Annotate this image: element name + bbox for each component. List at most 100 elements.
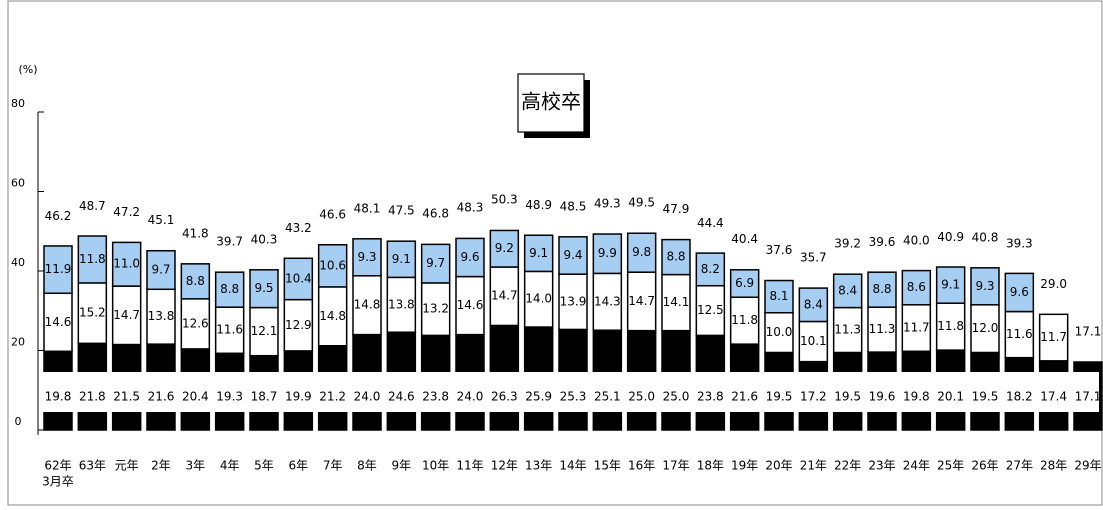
x-tick-label: 27年 (1006, 459, 1033, 473)
total-label: 37.6 (766, 243, 793, 257)
bar-segment (626, 232, 657, 273)
y-tick-label: 60 (11, 177, 25, 190)
y-tick-label: 80 (11, 97, 25, 110)
total-label: 44.4 (697, 216, 724, 230)
segment-label: 12.6 (182, 316, 209, 330)
segment-label: 20.4 (182, 390, 209, 404)
total-label: 48.3 (457, 201, 484, 215)
x-tick-label: 3年 (186, 459, 206, 473)
segment-label: 9.1 (941, 278, 960, 292)
bar-segment (43, 245, 73, 295)
x-tick-label: 18年 (697, 459, 724, 473)
segment-label: 21.5 (113, 390, 140, 404)
segment-label: 24.0 (354, 390, 381, 404)
total-label: 29.0 (1040, 277, 1067, 291)
total-label: 47.2 (113, 205, 140, 219)
segment-label: 21.6 (731, 390, 758, 404)
bar-segment (317, 244, 348, 288)
segment-label: 12.0 (972, 321, 999, 335)
bar-segment (867, 306, 897, 353)
x-tick-label: 11年 (456, 459, 483, 473)
bar-segment (935, 302, 966, 351)
segment-label: 9.7 (151, 263, 170, 277)
segment-label: 13.9 (560, 294, 587, 308)
total-label: 39.2 (834, 237, 861, 251)
segment-label: 9.3 (975, 279, 994, 293)
x-tick-label: 10年 (422, 459, 449, 473)
segment-label: 25.0 (663, 390, 690, 404)
bar-segment (420, 282, 451, 337)
x-label-note: 3月卒 (42, 475, 74, 489)
segment-label: 9.9 (598, 246, 617, 260)
x-tick-label: 29年 (1074, 459, 1101, 473)
segment-label: 20.1 (937, 390, 964, 404)
segment-label: 26.3 (491, 390, 518, 404)
segment-label: 8.8 (220, 282, 239, 296)
bar-segment (729, 296, 760, 345)
x-tick-label: 62年 (44, 459, 71, 473)
total-label: 35.7 (800, 251, 827, 265)
segment-label: 18.2 (1006, 390, 1033, 404)
segment-label: 10.1 (800, 334, 827, 348)
segment-label: 25.0 (628, 390, 655, 404)
segment-label: 25.9 (525, 390, 552, 404)
total-label: 17.1 (1075, 325, 1102, 339)
x-tick-label: 24年 (903, 459, 930, 473)
x-tick-label: 28年 (1040, 459, 1067, 473)
segment-label: 14.8 (354, 298, 381, 312)
total-label: 50.3 (491, 193, 518, 207)
bar-segment (764, 311, 794, 354)
bar-segment (214, 271, 245, 308)
segment-label: 8.6 (907, 280, 926, 294)
segment-label: 9.6 (1010, 285, 1029, 299)
x-tick-label: 15年 (594, 459, 621, 473)
bar-segment (832, 273, 863, 309)
bar-segment (558, 273, 588, 331)
segment-label: 25.3 (560, 390, 587, 404)
segment-label: 21.8 (79, 390, 106, 404)
x-tick-label: 25年 (937, 459, 964, 473)
bar-segment (592, 272, 623, 331)
total-label: 39.6 (869, 235, 896, 249)
x-tick-label: 4年 (220, 459, 240, 473)
segment-label: 19.3 (216, 390, 243, 404)
total-label: 46.8 (422, 206, 449, 220)
x-tick-label: 12年 (491, 459, 518, 473)
bar-segment (386, 276, 417, 333)
segment-label: 11.6 (216, 323, 243, 337)
total-label: 48.7 (79, 199, 106, 213)
segment-label: 19.8 (903, 390, 930, 404)
segment-label: 10.6 (319, 258, 346, 272)
segment-label: 11.8 (937, 319, 964, 333)
segment-label: 11.9 (45, 262, 72, 276)
segment-label: 25.1 (594, 390, 621, 404)
bar-segment (970, 304, 1000, 354)
bar-segment (558, 236, 588, 275)
bar-segment (420, 243, 451, 284)
total-label: 39.3 (1006, 236, 1033, 250)
x-tick-label: 14年 (559, 459, 586, 473)
total-label: 48.1 (354, 201, 381, 215)
segment-label: 14.7 (628, 294, 655, 308)
total-label: 46.6 (319, 207, 346, 221)
segment-label: 8.8 (186, 274, 205, 288)
segment-label: 10.0 (766, 325, 793, 339)
segment-label: 11.8 (731, 313, 758, 327)
segment-label: 23.8 (697, 390, 724, 404)
x-tick-label: 17年 (662, 459, 689, 473)
total-label: 48.5 (560, 200, 587, 214)
bar-segment (764, 279, 794, 314)
segment-label: 11.6 (1006, 327, 1033, 341)
segment-label: 11.3 (869, 322, 896, 336)
bar-segment (283, 257, 314, 301)
bar-segment (1038, 313, 1069, 362)
total-label: 40.4 (731, 232, 758, 246)
segment-label: 15.2 (79, 306, 106, 320)
segment-label: 8.8 (872, 282, 891, 296)
bar-segment (901, 304, 932, 353)
segment-label: 13.8 (148, 309, 175, 323)
segment-label: 14.8 (319, 309, 346, 323)
bar-segment (249, 306, 279, 357)
x-tick-label: 26年 (971, 459, 998, 473)
